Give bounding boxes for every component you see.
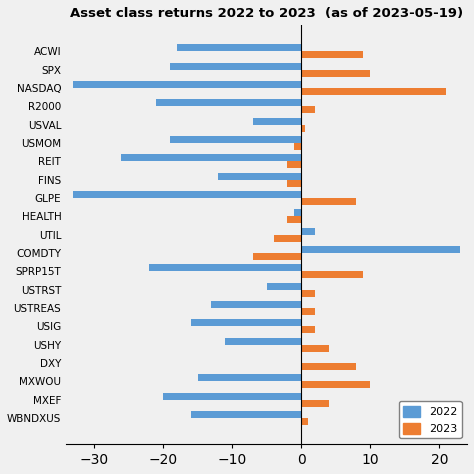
Bar (301, 246, 460, 253)
Bar (149, 264, 301, 271)
Bar (177, 44, 301, 51)
Bar (301, 271, 364, 278)
Bar (301, 198, 356, 205)
Bar (301, 326, 315, 333)
Bar (301, 400, 329, 407)
Bar (287, 180, 301, 187)
Bar (225, 337, 301, 345)
Bar (301, 308, 315, 315)
Bar (198, 374, 301, 382)
Bar (301, 106, 315, 113)
Bar (301, 382, 370, 388)
Bar (191, 411, 301, 418)
Bar (301, 228, 315, 235)
Bar (211, 301, 301, 308)
Bar (170, 63, 301, 70)
Bar (301, 345, 329, 352)
Bar (301, 418, 308, 425)
Bar (294, 143, 301, 150)
Bar (163, 393, 301, 400)
Bar (287, 216, 301, 223)
Bar (301, 125, 305, 132)
Bar (266, 283, 301, 290)
Legend: 2022, 2023: 2022, 2023 (399, 401, 462, 438)
Title: Asset class returns 2022 to 2023  (as of 2023-05-19): Asset class returns 2022 to 2023 (as of … (70, 7, 463, 20)
Bar (301, 363, 356, 370)
Bar (218, 173, 301, 180)
Bar (287, 161, 301, 168)
Bar (301, 290, 315, 297)
Bar (156, 100, 301, 106)
Bar (253, 253, 301, 260)
Bar (273, 235, 301, 242)
Bar (301, 70, 370, 77)
Bar (121, 155, 301, 161)
Bar (301, 51, 364, 58)
Bar (73, 81, 301, 88)
Bar (170, 136, 301, 143)
Bar (301, 88, 447, 95)
Bar (191, 319, 301, 326)
Bar (253, 118, 301, 125)
Bar (294, 210, 301, 216)
Bar (73, 191, 301, 198)
